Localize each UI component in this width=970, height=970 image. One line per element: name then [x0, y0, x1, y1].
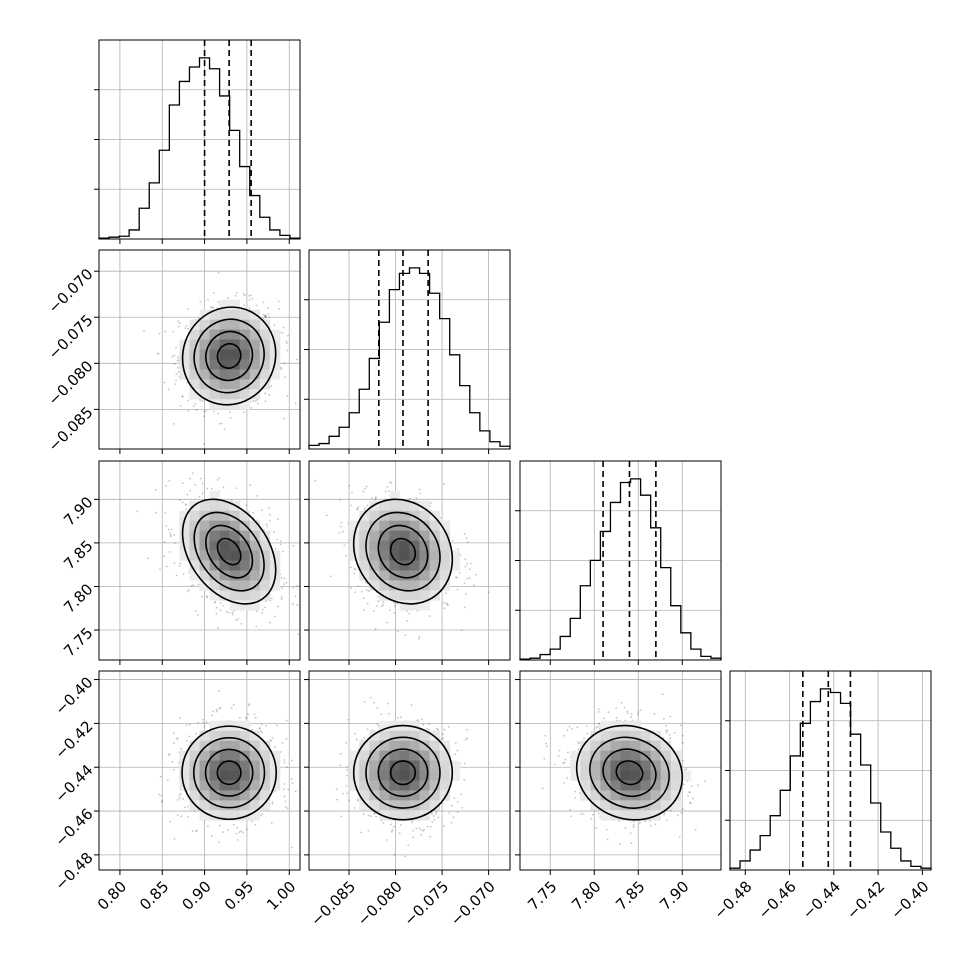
contour-level-3: [365, 736, 441, 809]
grid: [730, 671, 931, 870]
x-tick-label: −0.070: [447, 878, 499, 930]
histogram-panel-0: [94, 39, 301, 244]
contour-level-2: [204, 748, 254, 797]
contour-level-2: [377, 524, 429, 579]
contour-level-4: [181, 725, 278, 821]
x-tick-label: −0.080: [354, 878, 406, 930]
contour-level-3: [193, 511, 265, 592]
contour-level-3: [193, 318, 265, 394]
x-tick-label: −0.48: [710, 878, 755, 923]
y-tick-label: −0.070: [45, 265, 97, 317]
histogram-step: [308, 267, 511, 449]
contour-level-2: [205, 330, 254, 382]
y-tick-label: −0.44: [51, 761, 96, 806]
x-tick-label: −0.46: [755, 878, 800, 923]
y-tick-label: 7.90: [60, 493, 96, 529]
contour-level-4: [575, 724, 684, 821]
pair-panel-3-0: 0.80 0.85 0.90 0.95 1.00 −0.48−0.46−0.44−0.42…: [51, 670, 301, 914]
y-tick-label: −0.075: [45, 311, 97, 363]
y-tick-label: −0.46: [51, 805, 96, 850]
x-tick-label: 7.90: [656, 878, 692, 914]
pair-panel-2-1: [304, 460, 511, 665]
panel-frame: [98, 249, 301, 450]
contour-level-2: [377, 748, 429, 798]
contour-level-3: [365, 511, 441, 592]
x-tick-label: 7.75: [524, 878, 560, 914]
contour-level-3: [192, 736, 266, 809]
x-tick-label: 0.90: [178, 878, 214, 914]
contour-level-1: [389, 537, 417, 566]
y-tick-label: −0.42: [51, 717, 96, 762]
histogram-step: [98, 57, 301, 239]
y-tick-label: −0.40: [51, 673, 96, 718]
x-tick-label: −0.40: [887, 878, 932, 923]
panel-frame: [308, 670, 511, 871]
contour-level-1: [216, 342, 242, 369]
panel-frame: [519, 670, 722, 871]
density-cells: [179, 490, 281, 611]
panel-frame: [519, 460, 722, 661]
pair-panel-3-1: −0.085−0.080−0.075−0.070: [304, 670, 511, 930]
y-tick-label: 7.75: [60, 624, 96, 660]
panel-frame: [308, 460, 511, 661]
density-cells: [179, 720, 281, 821]
x-tick-label: −0.44: [799, 878, 844, 923]
panel-frame: [98, 39, 301, 240]
contour-level-2: [205, 524, 254, 579]
contour-level-4: [352, 498, 454, 605]
contour-level-4: [181, 306, 277, 406]
y-tick-label: 7.80: [60, 580, 96, 616]
pair-panel-2-0: 7.75 7.80 7.85 7.90: [60, 460, 301, 665]
contour-level-1: [216, 760, 242, 786]
panel-frame: [98, 670, 301, 871]
density-cells: [570, 720, 692, 821]
histogram-step: [519, 478, 722, 660]
y-tick-label: 7.85: [60, 537, 96, 573]
y-tick-label: −0.48: [51, 849, 96, 894]
x-tick-label: 0.85: [136, 878, 172, 914]
contour-level-2: [602, 748, 657, 798]
x-tick-label: 7.80: [568, 878, 604, 914]
contour-level-1: [216, 537, 242, 566]
x-tick-label: 7.85: [612, 878, 648, 914]
histogram-panel-2: [515, 460, 722, 665]
panel-frame: [729, 670, 932, 871]
x-tick-label: −0.085: [307, 878, 359, 930]
pair-panel-1-0: −0.085−0.080−0.075−0.070: [45, 249, 301, 455]
x-tick-label: 1.00: [263, 878, 299, 914]
contour-level-1: [615, 760, 644, 786]
x-tick-label: 0.80: [94, 878, 130, 914]
grid: [99, 40, 300, 239]
panel-frame: [308, 249, 511, 450]
panel-frame: [98, 460, 301, 661]
pair-panel-3-2: 7.75 7.80 7.85 7.90: [515, 670, 722, 914]
x-tick-label: 0.95: [221, 878, 257, 914]
histogram-step: [729, 688, 932, 870]
y-tick-label: −0.085: [45, 403, 97, 455]
histogram-panel-3: −0.48 −0.46 −0.44 −0.42 −0.40: [710, 670, 933, 923]
contour-level-3: [589, 736, 670, 809]
y-tick-label: −0.080: [45, 357, 97, 409]
contour-level-4: [352, 724, 454, 821]
contour-level-1: [389, 760, 417, 786]
x-tick-label: −0.42: [843, 878, 888, 923]
histogram-panel-1: [304, 249, 511, 454]
contour-level-4: [181, 498, 277, 605]
x-tick-label: −0.075: [400, 878, 452, 930]
